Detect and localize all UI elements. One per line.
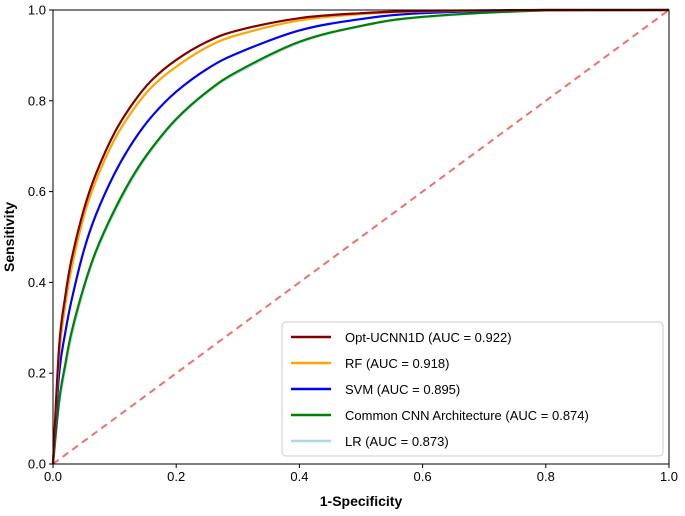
plot-area (51, 8, 670, 465)
x-tick-label: 0.2 (167, 469, 185, 484)
legend-box (281, 321, 664, 457)
y-tick-label: 0.6 (28, 184, 46, 199)
y-tick-label: 1.0 (28, 3, 46, 18)
reference-line-layer (52, 9, 670, 465)
x-tick-label: 0.8 (537, 469, 555, 484)
chance-reference-line (52, 9, 670, 465)
y-tick-label: 0.2 (28, 366, 46, 381)
series-line-0 (51, 8, 669, 465)
legend: Opt-UCNN1D (AUC = 0.922) RF (AUC = 0.918)… (281, 321, 664, 457)
axes-frame (52, 9, 670, 465)
x-tick-label: 0.6 (414, 469, 432, 484)
x-tick-label: 0.0 (44, 469, 62, 484)
y-axis: 0.0 0.2 0.4 0.6 0.8 1.0 (28, 3, 53, 472)
legend-label-4: LR (AUC = 0.873) (345, 434, 449, 449)
legend-label-2: SVM (AUC = 0.895) (345, 382, 460, 397)
x-axis: 0.0 0.2 0.4 0.6 0.8 1.0 (44, 464, 678, 484)
series-line-3 (51, 8, 670, 465)
y-tick-label: 0.4 (28, 275, 46, 290)
legend-label-1: RF (AUC = 0.918) (345, 356, 449, 371)
legend-label-3: Common CNN Architecture (AUC = 0.874) (345, 408, 589, 423)
legend-label-0: Opt-UCNN1D (AUC = 0.922) (345, 330, 512, 345)
x-tick-label: 1.0 (660, 469, 678, 484)
y-axis-label: Sensitivity (1, 202, 17, 272)
x-tick-label: 0.4 (290, 469, 308, 484)
series-layer (51, 8, 670, 465)
y-tick-label: 0.0 (28, 457, 46, 472)
y-tick-label: 0.8 (28, 93, 46, 108)
x-axis-label: 1-Specificity (320, 493, 403, 509)
series-line-2 (51, 8, 669, 465)
